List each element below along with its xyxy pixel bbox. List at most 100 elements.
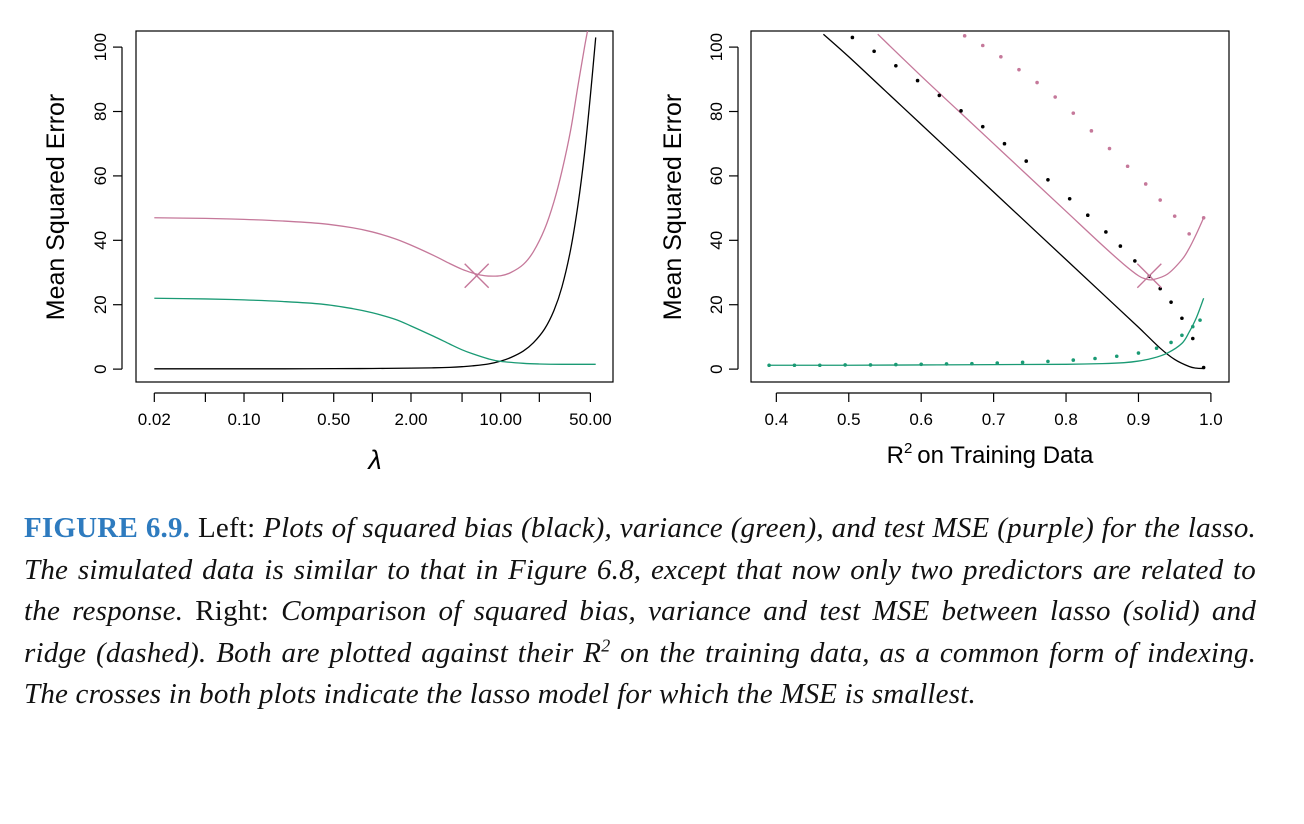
right-series-ridge-squared-bias-point — [1169, 300, 1173, 304]
right-series-ridge-squared-bias-point — [850, 35, 855, 40]
left-y-tick-label: 100 — [91, 33, 110, 61]
right-x-tick-label: 0.8 — [1054, 410, 1078, 429]
left-x-axis-label: λ — [366, 445, 381, 475]
right-series-ridge-test-MSE-point — [1158, 198, 1162, 202]
right-markers-group — [1136, 263, 1162, 289]
right-series-ridge-squared-bias-point — [1024, 159, 1029, 163]
right-series-ridge-test-MSE — [962, 34, 1206, 236]
right-series-ridge-test-MSE-point — [1187, 232, 1191, 236]
caption-left-label: Left: — [197, 512, 256, 544]
right-series-ridge-test-MSE-point — [962, 34, 967, 38]
right-series-ridge-variance-point — [792, 363, 797, 368]
right-y-axis: 0 20 40 60 80 100 — [707, 33, 739, 374]
caption-r-sup: 2 — [601, 635, 611, 656]
right-series-ridge-variance-point — [894, 362, 898, 367]
left-x-tick-label: 0.50 — [317, 410, 350, 429]
right-series-ridge-variance-point — [970, 361, 974, 366]
right-series-ridge-test-MSE-point — [1172, 214, 1177, 218]
right-series-ridge-squared-bias-point — [1118, 244, 1123, 248]
right-series-ridge-squared-bias-point — [959, 109, 963, 113]
right-y-axis-label: Mean Squared Error — [659, 94, 687, 321]
right-series-ridge-variance — [767, 318, 1202, 368]
left-min-mse-cross — [464, 263, 490, 289]
right-series-ridge-squared-bias-point — [1133, 259, 1137, 263]
right-x-axis-label-sup: 2 — [904, 440, 912, 457]
left-x-tick-label: 10.00 — [479, 410, 522, 429]
left-y-tick-label: 20 — [91, 295, 110, 314]
right-series-ridge-squared-bias-point — [915, 78, 920, 83]
right-series-ridge-squared-bias-point — [872, 49, 876, 54]
right-series-ridge-test-MSE-point — [1053, 95, 1057, 99]
right-series-ridge-variance-point — [1169, 340, 1173, 345]
right-series-ridge-variance-point — [1020, 360, 1025, 365]
caption-r-symbol: R — [583, 636, 602, 669]
right-series-ridge-test-MSE-point — [1125, 164, 1130, 169]
left-x-tick-label: 2.00 — [394, 410, 427, 429]
right-series-ridge-test-MSE-point — [999, 54, 1003, 59]
right-series-ridge-variance-point — [1180, 333, 1184, 338]
right-x-axis-label-prefix: R — [887, 442, 904, 469]
caption-right-text-1: Comparison of squared bias, variance and… — [24, 595, 1257, 669]
right-y-tick-label: 0 — [707, 364, 726, 373]
left-series-variance — [154, 297, 596, 365]
left-x-tick-label: 0.10 — [227, 410, 260, 429]
right-series-ridge-variance-point — [1071, 358, 1076, 362]
left-y-tick-label: 0 — [91, 364, 110, 373]
right-series-ridge-squared-bias-point — [1067, 196, 1072, 201]
right-series-ridge-test-MSE-point — [1201, 215, 1206, 220]
right-series-ridge-variance-point — [818, 363, 822, 368]
right-series-ridge-squared-bias-point — [1190, 336, 1195, 341]
right-y-tick-label: 60 — [707, 166, 726, 185]
right-x-axis-label: R2 on Training Data — [887, 440, 1094, 469]
right-x-tick-label: 0.6 — [909, 410, 933, 429]
right-series-ridge-variance-point — [919, 362, 923, 367]
right-series-ridge-squared-bias-point — [1201, 365, 1206, 370]
left-y-axis: 0 20 40 60 80 100 — [91, 33, 123, 374]
right-series-ridge-variance-point — [767, 363, 771, 368]
right-y-tick-label: 100 — [707, 33, 726, 61]
right-series-ridge-squared-bias-point — [980, 124, 985, 129]
right-series-ridge-variance-point — [1190, 324, 1195, 329]
left-y-tick-label: 60 — [91, 166, 110, 185]
caption-right-label: Right: — [195, 595, 269, 628]
right-y-tick-label: 20 — [707, 295, 726, 314]
right-series-ridge-test-MSE-point — [980, 43, 985, 48]
right-series-ridge-squared-bias-point — [1180, 316, 1184, 321]
right-series-ridge-variance-point — [1136, 351, 1141, 355]
right-series-ridge-squared-bias-point — [1002, 141, 1007, 146]
right-series-lasso-test-MSE — [877, 33, 1205, 281]
right-series-ridge-test-MSE-point — [1017, 67, 1021, 72]
right-series-ridge-variance-point — [1198, 318, 1202, 322]
right-series-ridge-variance-point — [868, 363, 873, 367]
right-x-tick-label: 0.4 — [765, 410, 789, 429]
left-plot-frame — [135, 30, 614, 383]
left-y-tick-label: 80 — [91, 102, 110, 121]
right-x-axis-label-text: on Training Data — [917, 442, 1094, 469]
right-series-lasso-squared-bias — [822, 33, 1204, 370]
right-series-ridge-squared-bias-point — [1085, 213, 1090, 217]
right-series-ridge-test-MSE-point — [1089, 129, 1094, 133]
right-plot-frame — [750, 30, 1230, 383]
left-x-tick-label: 0.02 — [138, 410, 171, 429]
right-series-ridge-test-MSE-point — [1107, 146, 1112, 151]
caption-right-text-2: on the training data, as a common form o… — [24, 636, 1257, 711]
left-markers-group — [464, 263, 490, 289]
right-series-ridge-test-MSE-point — [1035, 80, 1039, 85]
right-series-ridge-test-MSE-point — [1143, 182, 1148, 186]
caption-left-text: Plots of squared bias (black), variance … — [24, 512, 1256, 628]
caption-figure-label: FIGURE 6.9. — [24, 512, 191, 544]
right-series-ridge-squared-bias-point — [937, 93, 942, 98]
right-x-tick-label: 1.0 — [1199, 410, 1223, 429]
right-series-group — [767, 33, 1206, 370]
left-series-squared-bias — [154, 37, 597, 370]
right-min-mse-cross — [1136, 263, 1162, 289]
right-y-tick-label: 80 — [707, 102, 726, 121]
caption-r-squared: R2 — [583, 635, 611, 669]
right-series-ridge-test-MSE-point — [1071, 111, 1076, 115]
right-series-ridge-squared-bias — [850, 35, 1206, 370]
right-series-ridge-variance-point — [1046, 359, 1050, 364]
left-x-axis: 0.02 0.10 0.50 2.00 10.00 50.00 — [138, 392, 612, 429]
right-series-ridge-squared-bias-point — [1046, 177, 1050, 182]
left-x-tick-label: 50.00 — [569, 410, 612, 429]
